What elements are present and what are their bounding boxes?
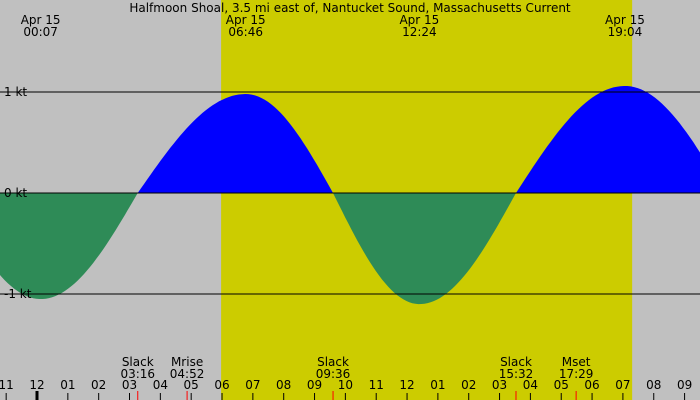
- event-name-label: Slack: [122, 355, 154, 369]
- event-name-label: Mrise: [171, 355, 203, 369]
- top-date-label: Apr 15: [226, 13, 266, 27]
- event-labels: Slack03:16Mrise04:52Slack09:36Slack15:32…: [120, 355, 593, 400]
- top-date-label: Apr 15: [605, 13, 645, 27]
- x-tick-label: 10: [338, 378, 353, 392]
- event-time-label: 15:32: [499, 367, 534, 381]
- x-tick-label: 01: [60, 378, 75, 392]
- y-tick-label: 1 kt: [4, 85, 27, 99]
- event-name-label: Slack: [317, 355, 349, 369]
- midnight-tick: [35, 391, 39, 400]
- top-time-label: 00:07: [23, 25, 58, 39]
- flood-area: [137, 94, 333, 193]
- top-date-label: Apr 15: [399, 13, 439, 27]
- y-tick-label: 0 kt: [4, 186, 27, 200]
- x-tick-label: 06: [584, 378, 599, 392]
- x-tick-label: 11: [369, 378, 384, 392]
- event-name-label: Mset: [562, 355, 591, 369]
- grid-lines: 1 kt 0 kt -1 kt: [0, 85, 700, 301]
- x-tick-label: 01: [430, 378, 445, 392]
- x-tick-label: 08: [646, 378, 661, 392]
- x-tick-label: 03: [492, 378, 507, 392]
- x-tick-label: 12: [29, 378, 44, 392]
- x-tick-label: 02: [461, 378, 476, 392]
- current-areas: [0, 86, 700, 305]
- chart-title: Halfmoon Shoal, 3.5 mi east of, Nantucke…: [129, 1, 571, 15]
- x-tick-label: 05: [554, 378, 569, 392]
- x-tick-label: 04: [523, 378, 538, 392]
- x-tick-label: 08: [276, 378, 291, 392]
- x-tick-label: 07: [615, 378, 630, 392]
- x-tick-label: 12: [399, 378, 414, 392]
- x-tick-label: 03: [122, 378, 137, 392]
- ebb-area: [0, 193, 138, 299]
- x-tick-label: 02: [91, 378, 106, 392]
- x-tick-label: 05: [184, 378, 199, 392]
- ebb-area: [333, 193, 516, 305]
- top-time-label: 19:04: [608, 25, 643, 39]
- x-tick-label: 07: [245, 378, 260, 392]
- y-tick-label: -1 kt: [4, 287, 32, 301]
- flood-area: [516, 86, 700, 193]
- top-date-label: Apr 15: [21, 13, 61, 27]
- x-tick-label: 09: [677, 378, 692, 392]
- event-time-label: 17:29: [559, 367, 594, 381]
- event-name-label: Slack: [500, 355, 532, 369]
- x-tick-label: 09: [307, 378, 322, 392]
- x-tick-label: 06: [214, 378, 229, 392]
- event-time-label: 04:52: [170, 367, 205, 381]
- top-time-label: 06:46: [228, 25, 263, 39]
- event-time-label: 09:36: [316, 367, 351, 381]
- x-tick-label: 04: [153, 378, 168, 392]
- top-time-label: 12:24: [402, 25, 437, 39]
- x-tick-label: 11: [0, 378, 14, 392]
- x-axis: 11 12 01 02 03 04 05 06 07 08 09 10 11 12 01 02 03 04 05 06…: [0, 378, 692, 400]
- event-time-label: 03:16: [120, 367, 155, 381]
